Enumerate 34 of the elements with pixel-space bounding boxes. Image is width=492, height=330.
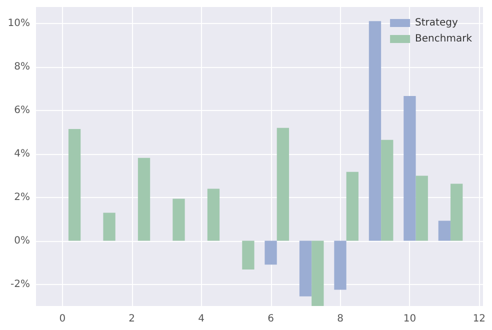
bar: [299, 240, 312, 296]
bar: [404, 96, 416, 241]
legend-label: Strategy: [415, 18, 458, 28]
bar: [68, 128, 81, 241]
x-tick-label: 10: [403, 314, 416, 324]
bar: [312, 240, 324, 306]
bar: [368, 21, 382, 241]
x-tick-label: 12: [472, 314, 486, 324]
x-tick-label: 2: [128, 314, 136, 324]
bar: [381, 140, 394, 241]
x-tick-label: 6: [268, 314, 274, 324]
legend-label: Benchmark: [415, 34, 472, 44]
y-tick-label: 10%: [8, 18, 30, 29]
bar: [242, 240, 254, 270]
y-tick-label: 4%: [14, 148, 30, 160]
y-tick-label: -2%: [10, 278, 30, 290]
bar: [346, 172, 358, 241]
bar: [438, 220, 451, 241]
bar: [172, 198, 185, 241]
y-tick-label: 8%: [14, 61, 30, 72]
bar: [207, 188, 220, 241]
bar: [450, 184, 463, 241]
bar: [334, 240, 346, 290]
x-tick-label: 8: [337, 314, 344, 324]
y-tick-label: 2%: [14, 192, 30, 203]
y-tick-label: 6%: [14, 104, 30, 116]
bar: [416, 176, 428, 241]
bar: [103, 212, 116, 241]
bar: [276, 128, 290, 241]
y-tick-label: 0%: [14, 235, 30, 246]
bar: [264, 240, 277, 265]
x-tick-label: 0: [59, 314, 66, 324]
bar: [138, 158, 150, 241]
x-tick-label: 4: [198, 314, 205, 324]
